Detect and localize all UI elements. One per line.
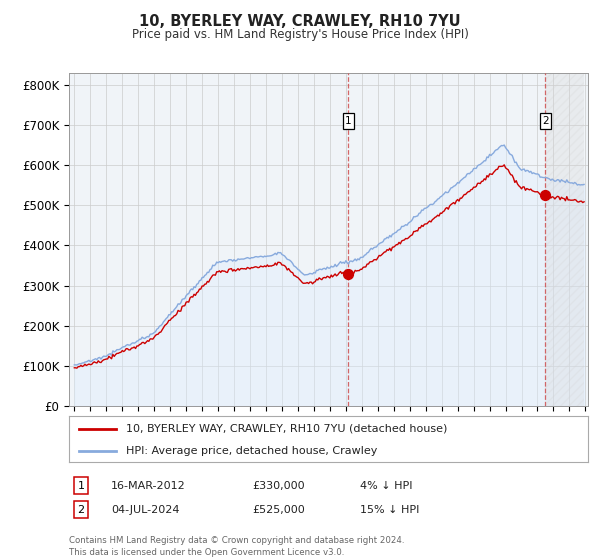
Text: £330,000: £330,000 (252, 480, 305, 491)
Text: £525,000: £525,000 (252, 505, 305, 515)
Text: Contains HM Land Registry data © Crown copyright and database right 2024.
This d: Contains HM Land Registry data © Crown c… (69, 536, 404, 557)
Text: 1: 1 (77, 480, 85, 491)
Text: 10, BYERLEY WAY, CRAWLEY, RH10 7YU: 10, BYERLEY WAY, CRAWLEY, RH10 7YU (139, 14, 461, 29)
Bar (545, 73, 584, 406)
Text: 4% ↓ HPI: 4% ↓ HPI (360, 480, 413, 491)
Text: 2: 2 (77, 505, 85, 515)
Point (344, 269, 353, 278)
Text: 2: 2 (542, 116, 549, 126)
Point (541, 191, 550, 200)
Text: 10, BYERLEY WAY, CRAWLEY, RH10 7YU (detached house): 10, BYERLEY WAY, CRAWLEY, RH10 7YU (deta… (126, 424, 448, 434)
Text: 16-MAR-2012: 16-MAR-2012 (111, 480, 186, 491)
Text: HPI: Average price, detached house, Crawley: HPI: Average price, detached house, Craw… (126, 446, 377, 455)
Text: 1: 1 (345, 116, 352, 126)
Text: Price paid vs. HM Land Registry's House Price Index (HPI): Price paid vs. HM Land Registry's House … (131, 28, 469, 41)
Text: 15% ↓ HPI: 15% ↓ HPI (360, 505, 419, 515)
Text: 04-JUL-2024: 04-JUL-2024 (111, 505, 179, 515)
